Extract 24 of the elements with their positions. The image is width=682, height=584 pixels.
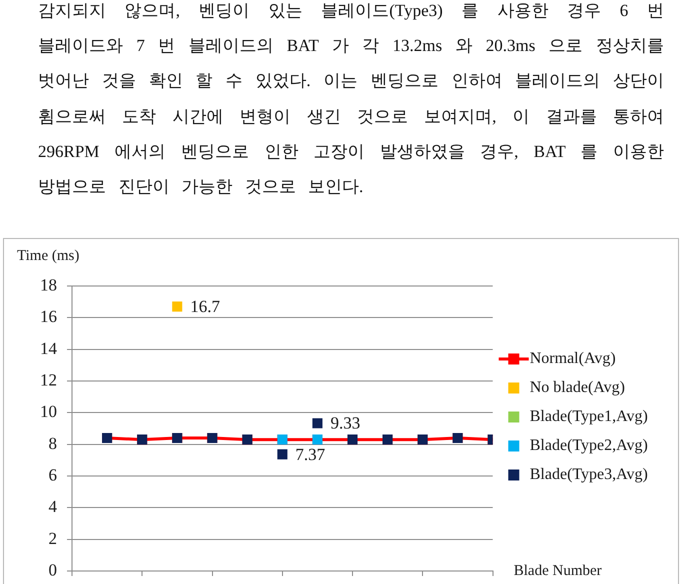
y-tick-label: 8 [48,434,57,453]
legend-label: Blade(Type1,Avg) [530,408,648,426]
data-label: 7.37 [295,444,326,464]
x-axis-title: Blade Number [514,562,602,579]
y-tick-label: 14 [40,338,58,358]
y-tick-label: 6 [48,465,57,484]
y-axis-title: Time (ms) [17,248,80,264]
legend-label: Normal(Avg) [530,350,616,368]
y-tick-label: 16 [40,307,57,326]
y-tick-label: 4 [48,497,58,516]
data-label: 9.33 [330,414,360,433]
y-tick-label: 18 [40,275,57,294]
y-tick-label: 10 [40,402,57,422]
legend-label: Blade(Type2,Avg) [530,437,648,454]
data-label: 16.7 [190,297,220,316]
point [312,418,322,428]
y-tick-label: 12 [40,370,57,390]
legend-label: No blade(Avg) [530,379,625,396]
text: 감지되지 않으며, 벤딩이 있는 블레이드(Type3) 를 사용한 경우 6 번 블레이드와 7 번 블레이드의 BAT 가 각 13.2ms 와 20.3ms 으로 정상치를 벗어난 것을 확인 할 수 있었다. 이는 벤딩으로 인하여 블레이드의 상단이 휨으로써 도착 시간에 변형이 생긴 것으로 보여지며, 이 결과를 통하여 296RPM 에서의 벤딩으로 인한 고장이 발생하였을 경우, BAT 를 이용한 방법으로 진단이 가능한 것으로 보인다. [38,0,664,198]
point [277,449,288,460]
point [172,302,182,312]
y-tick-label: 0 [48,560,57,580]
y-tick-label: 2 [48,528,57,548]
legend-label: Blade(Type3,Avg) [530,466,648,484]
